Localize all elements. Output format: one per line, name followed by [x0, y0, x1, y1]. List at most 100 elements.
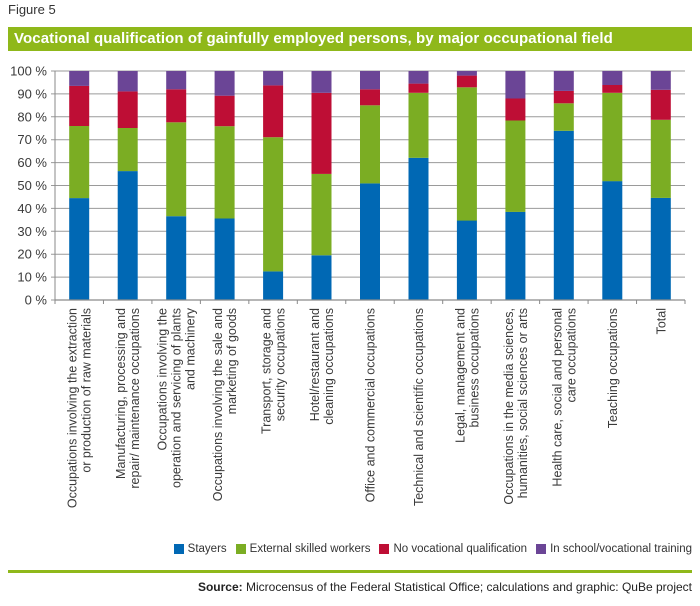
bar-segment-no-vocational-qualification: [456, 75, 477, 88]
y-tick-label: 50 %: [17, 178, 47, 193]
x-tick-label-line: Office and commercial occupations: [364, 308, 378, 502]
svg-text:Office and commercial occupati: Office and commercial occupations: [364, 308, 378, 502]
svg-text:Legal, management andbusiness: Legal, management andbusiness occupation…: [453, 308, 481, 443]
legend-label: No vocational qualification: [393, 543, 528, 555]
y-tick-label: 70 %: [17, 132, 47, 147]
x-tick-label: Technical and scientific occupations: [412, 308, 426, 506]
x-tick-label-line: Hotel/restaurant and: [308, 308, 322, 421]
bar-segment-in-school-vocational-training: [505, 71, 526, 99]
x-tick-label-line: or production of raw materials: [80, 308, 94, 473]
x-tick-label-line: operation and servicing of plants: [170, 308, 184, 488]
legend-item: In school/vocational training: [536, 543, 692, 555]
bars: [69, 71, 671, 300]
x-tick-label-line: Teaching occupations: [606, 308, 620, 428]
x-tick-label-line: Legal, management and: [453, 308, 467, 443]
y-tick-label: 60 %: [17, 155, 47, 170]
x-tick-label-line: Total: [654, 308, 668, 334]
x-tick-label-line: and machinery: [184, 307, 198, 390]
bar-segment-external-skilled-workers: [311, 173, 332, 256]
bar-segment-stayers: [505, 211, 526, 300]
x-tick-label-line: Occupations involving the: [156, 308, 170, 450]
bar-segment-external-skilled-workers: [650, 119, 671, 198]
x-tick-label: Total: [654, 308, 668, 334]
bar-segment-stayers: [69, 198, 90, 300]
legend-item: No vocational qualification: [379, 543, 527, 555]
bar-segment-no-vocational-qualification: [214, 95, 235, 127]
bar-segment-in-school-vocational-training: [69, 71, 90, 86]
bar-segment-stayers: [553, 130, 574, 300]
bar-segment-no-vocational-qualification: [553, 90, 574, 104]
x-axis: [54, 71, 686, 304]
svg-text:Manufacturing, processing andr: Manufacturing, processing andrepair/ mai…: [114, 308, 142, 489]
x-tick-label: Health care, social and personalcare occ…: [550, 308, 578, 487]
x-tick-label-line: Manufacturing, processing and: [114, 308, 128, 479]
bar-segment-in-school-vocational-training: [456, 71, 477, 76]
x-tick-label: Occupations involving the extractionor p…: [66, 308, 94, 508]
x-tick-label-line: repair/ maintenance occupations: [128, 308, 142, 489]
x-tick-label: Transport, storage andsecurity occupatio…: [260, 308, 288, 434]
x-tick-label-line: cleaning occupations: [322, 308, 336, 425]
source-note: Source: Microcensus of the Federal Stati…: [198, 580, 692, 594]
bar-segment-stayers: [650, 197, 671, 300]
legend-swatch: [536, 544, 547, 554]
x-tick-label-line: Occupations involving the extraction: [66, 308, 80, 508]
x-tick-label: Teaching occupations: [606, 308, 620, 428]
x-tick-label-line: care occupations: [564, 308, 578, 403]
bar-segment-external-skilled-workers: [214, 126, 235, 219]
bar-segment-stayers: [214, 218, 235, 300]
bar-segment-no-vocational-qualification: [69, 85, 90, 126]
legend-item: Stayers: [173, 543, 227, 555]
legend-label: External skilled workers: [249, 543, 371, 555]
bar-segment-external-skilled-workers: [408, 92, 429, 158]
legend-swatch: [379, 544, 390, 554]
bar-segment-external-skilled-workers: [602, 92, 623, 182]
svg-text:Occupations involving the sale: Occupations involving the sale andmarket…: [211, 308, 239, 501]
bar-segment-no-vocational-qualification: [602, 85, 623, 93]
x-tick-label-line: humanities, social sciences or arts: [516, 308, 530, 498]
x-tick-label: Hotel/restaurant andcleaning occupations: [308, 308, 336, 425]
bar-segment-no-vocational-qualification: [263, 85, 284, 138]
bar-segment-in-school-vocational-training: [166, 71, 187, 90]
bar-segment-no-vocational-qualification: [117, 91, 138, 128]
legend: Stayers External skilled workers No vocati…: [0, 543, 692, 555]
x-tick-label-line: Technical and scientific occupations: [412, 308, 426, 506]
svg-text:Technical and scientific occup: Technical and scientific occupations: [412, 308, 426, 506]
svg-text:Transport, storage andsecurity: Transport, storage andsecurity occupatio…: [260, 308, 288, 434]
x-tick-label-line: business occupations: [467, 308, 481, 428]
bar-segment-stayers: [456, 220, 477, 300]
separator-line: [8, 570, 692, 573]
x-tick-label-line: Occupations involving the sale and: [211, 308, 225, 501]
y-tick-label: 40 %: [17, 201, 47, 216]
legend-swatch: [235, 544, 246, 554]
bar-segment-stayers: [602, 181, 623, 300]
bar-segment-in-school-vocational-training: [360, 71, 380, 90]
x-tick-label: Manufacturing, processing andrepair/ mai…: [114, 308, 142, 489]
legend-label: In school/vocational training: [550, 543, 692, 555]
bar-segment-no-vocational-qualification: [360, 89, 380, 106]
svg-text:Occupations in the media scien: Occupations in the media sciences,humani…: [502, 308, 530, 505]
bar-segment-in-school-vocational-training: [408, 71, 429, 84]
bar-segment-external-skilled-workers: [456, 87, 477, 221]
figure-label: Figure 5: [8, 2, 56, 17]
bar-segment-stayers: [408, 157, 429, 300]
x-tick-label-line: Occupations in the media sciences,: [502, 308, 516, 505]
y-tick-label: 20 %: [17, 247, 47, 262]
svg-text:Occupations involving the extr: Occupations involving the extractionor p…: [66, 308, 94, 508]
svg-text:Total: Total: [654, 308, 668, 334]
bar-segment-external-skilled-workers: [505, 120, 526, 212]
y-tick-label: 100 %: [10, 64, 47, 79]
x-axis-labels: Occupations involving the extractionor p…: [66, 307, 669, 508]
x-tick-label: Office and commercial occupations: [364, 308, 378, 502]
x-tick-label: Occupations involving the sale andmarket…: [211, 308, 239, 501]
y-tick-label: 0 %: [25, 293, 48, 308]
legend-label: Stayers: [187, 543, 227, 555]
bar-segment-stayers: [311, 255, 332, 300]
bar-segment-in-school-vocational-training: [553, 71, 574, 91]
legend-swatch: [173, 544, 184, 554]
bar-segment-no-vocational-qualification: [505, 98, 526, 121]
bar-segment-external-skilled-workers: [166, 122, 187, 217]
bar-segment-no-vocational-qualification: [650, 89, 671, 120]
bar-segment-in-school-vocational-training: [311, 71, 332, 93]
x-tick-label: Legal, management andbusiness occupation…: [453, 308, 481, 443]
bar-segment-no-vocational-qualification: [408, 83, 429, 93]
